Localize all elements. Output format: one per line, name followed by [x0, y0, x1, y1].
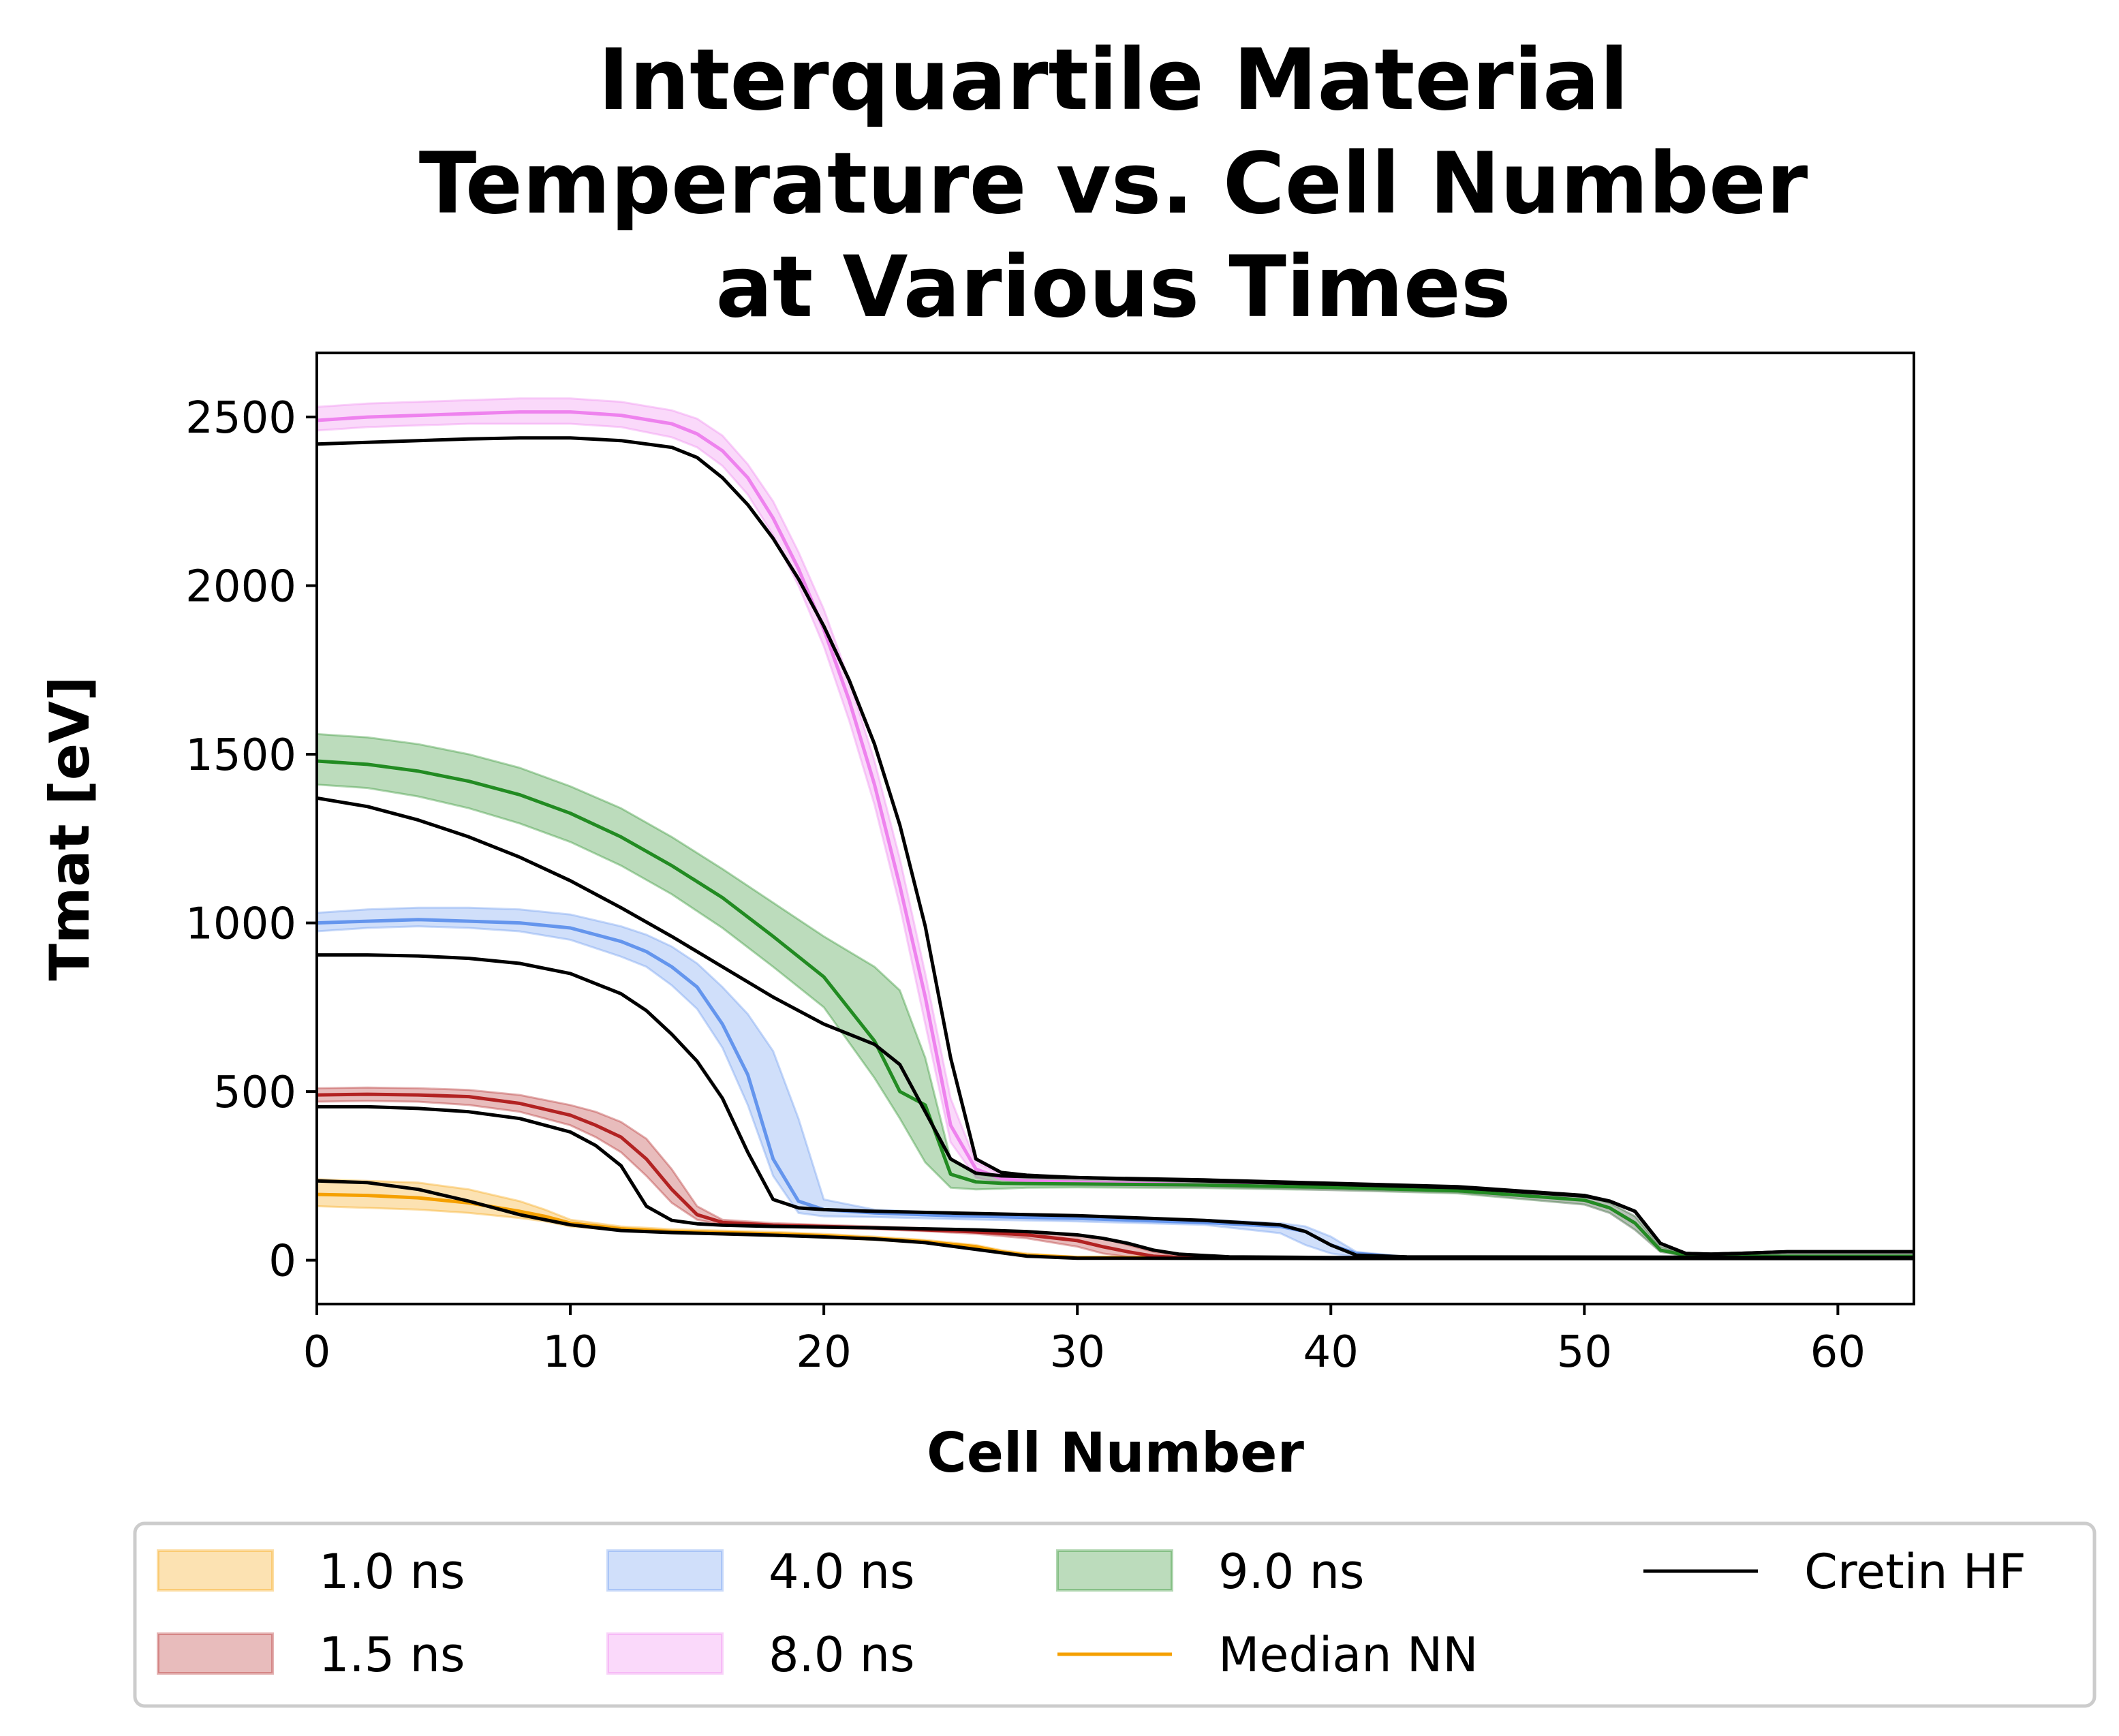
- legend-swatch-1-5-ns: [157, 1632, 274, 1675]
- legend-frame: [133, 1521, 2097, 1708]
- x-axis: 0 10 20 30 40 50 60: [303, 1304, 1866, 1378]
- cretin-hf-line-1-0-ns: [317, 1179, 1914, 1260]
- legend-swatch-4-0-ns: [606, 1549, 724, 1592]
- legend-swatch-9-0-ns: [1056, 1549, 1173, 1592]
- iqr-band-9-0-ns: [317, 732, 1914, 1258]
- band-layer: [317, 397, 1914, 1260]
- x-axis-label: Cell Number: [927, 1421, 1304, 1485]
- y-tick-label: 1500: [185, 730, 296, 781]
- legend: 1.0 ns 1.5 ns 4.0 ns 8.0 ns 9.0 ns Median NN C…: [133, 1521, 2097, 1708]
- cretin-hf-line-1-5-ns: [317, 1104, 1914, 1260]
- legend-label-4-0-ns: 4.0 ns: [769, 1544, 914, 1600]
- y-axis-label: Tmat [eV]: [38, 676, 102, 980]
- legend-swatch-1-0-ns: [157, 1549, 274, 1592]
- cretin-hf-line-4-0-ns: [317, 953, 1914, 1260]
- x-tick-label: 40: [1303, 1327, 1359, 1378]
- y-tick-label: 0: [268, 1237, 296, 1287]
- y-tick-label: 500: [213, 1068, 296, 1118]
- y-axis: 0 500 1000 1500 2000 2500: [185, 393, 317, 1287]
- legend-label-1-5-ns: 1.5 ns: [319, 1627, 465, 1683]
- legend-label-8-0-ns: 8.0 ns: [769, 1627, 914, 1683]
- iqr-band-4-0-ns: [317, 906, 1914, 1260]
- chart-title-line-2: Temperature vs. Cell Number: [419, 135, 1808, 233]
- x-tick-label: 50: [1557, 1327, 1612, 1378]
- y-tick-label: 2000: [185, 562, 296, 613]
- legend-swatch-8-0-ns: [606, 1632, 724, 1675]
- plot-frame: [315, 352, 1915, 1305]
- cretin-hf-line-9-0-ns: [317, 796, 1914, 1256]
- legend-label-9-0-ns: 9.0 ns: [1218, 1544, 1364, 1600]
- chart-title-line-3: at Various Times: [715, 238, 1511, 337]
- x-tick-label: 30: [1049, 1327, 1104, 1378]
- iqr-band-1-5-ns: [317, 1086, 1914, 1260]
- y-tick-label: 2500: [185, 393, 296, 444]
- x-tick-label: 10: [542, 1327, 598, 1378]
- cretin-hf-line-8-0-ns: [317, 436, 1914, 1256]
- median-nn-line-9-0-ns: [317, 759, 1914, 1258]
- line-layer: [317, 410, 1914, 1260]
- x-tick-label: 60: [1810, 1327, 1866, 1378]
- legend-label-1-0-ns: 1.0 ns: [319, 1544, 465, 1600]
- y-tick-label: 1000: [185, 899, 296, 950]
- legend-label-cretin-hf: Cretin HF: [1804, 1544, 2026, 1600]
- chart-title: Interquartile Material Temperature vs. C…: [419, 31, 1808, 337]
- x-tick-label: 0: [303, 1327, 331, 1378]
- legend-label-median-nn: Median NN: [1218, 1627, 1479, 1683]
- chart-title-line-1: Interquartile Material: [598, 31, 1629, 129]
- iqr-band-8-0-ns: [317, 397, 1914, 1258]
- x-tick-label: 20: [796, 1327, 851, 1378]
